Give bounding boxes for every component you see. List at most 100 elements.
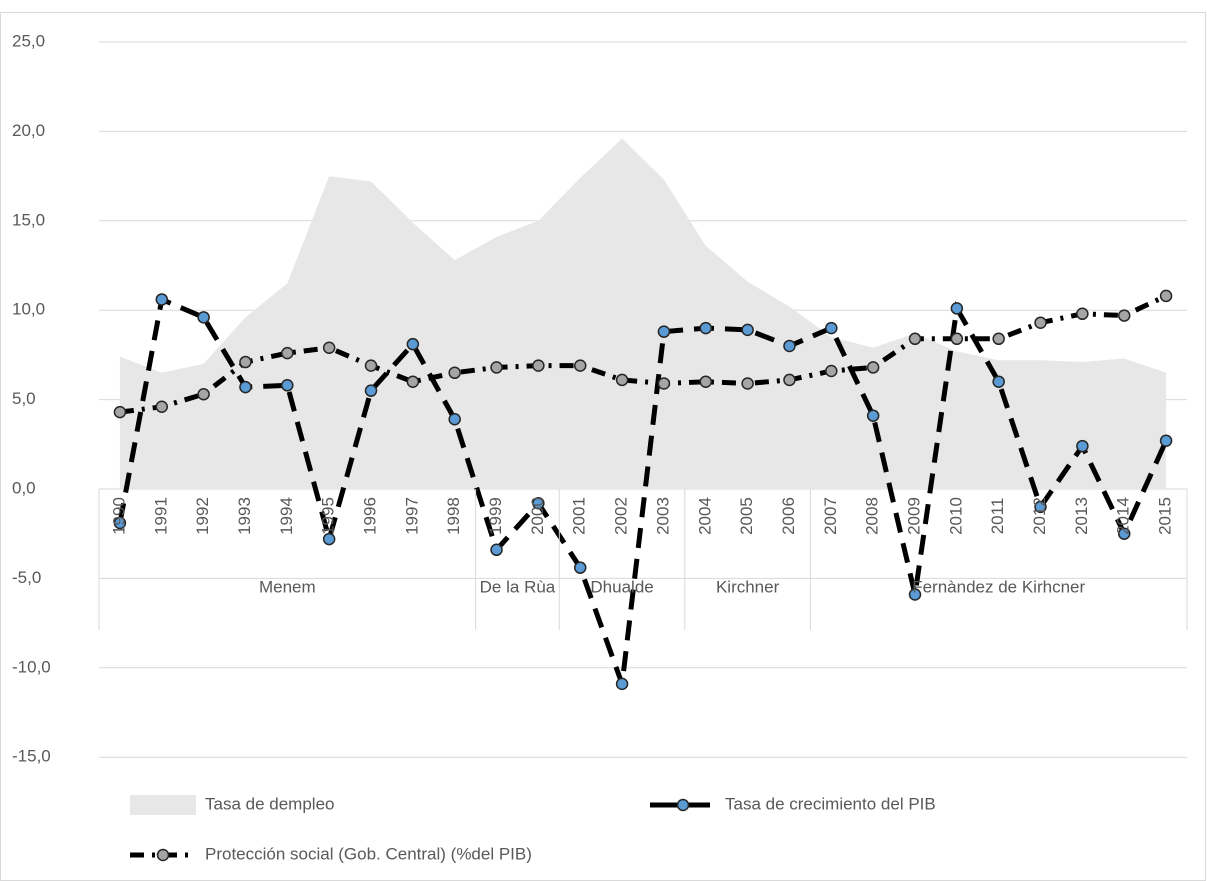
y-tick-label: 10,0: [12, 300, 45, 319]
marker: [992, 332, 1005, 346]
y-tick-label: 5,0: [12, 389, 36, 408]
x-tick-label: 2008: [863, 497, 882, 535]
marker: [657, 325, 671, 338]
marker: [950, 302, 964, 315]
x-tick-label: 2011: [988, 498, 1007, 535]
x-tick-label: 2000: [528, 497, 547, 535]
x-tick-label: 2003: [653, 497, 672, 535]
x-tick-label: 1997: [402, 497, 421, 535]
marker: [532, 359, 545, 372]
legend-label: Tasa de dempleo: [205, 794, 334, 813]
marker: [239, 355, 252, 369]
y-tick-label: -5,0: [12, 568, 41, 587]
marker: [490, 543, 503, 557]
x-tick-label: 2009: [904, 497, 923, 535]
marker: [573, 561, 587, 574]
group-label: Dhualde: [590, 577, 653, 596]
marker: [1034, 500, 1047, 514]
marker: [532, 497, 545, 510]
x-tick-label: 1999: [486, 497, 505, 535]
group-label: De la Rùa: [480, 577, 556, 596]
marker: [825, 364, 838, 378]
marker: [992, 375, 1005, 388]
y-tick-label: 25,0: [12, 31, 45, 50]
marker: [281, 379, 294, 392]
marker: [1117, 527, 1131, 540]
marker: [322, 341, 336, 354]
y-tick-label: 20,0: [12, 121, 45, 140]
marker: [113, 516, 127, 530]
marker: [908, 332, 922, 346]
line: [119, 293, 1168, 415]
legend-label: Protección social (Gob. Central) (%del P…: [205, 844, 532, 863]
marker: [866, 409, 880, 422]
x-tick-label: 2014: [1114, 497, 1133, 535]
y-tick-label: 15,0: [12, 210, 45, 229]
marker: [155, 400, 169, 414]
y-tick-label: -10,0: [12, 657, 51, 676]
marker: [657, 377, 671, 390]
marker: [573, 359, 587, 372]
x-tick-label: 2006: [779, 497, 798, 535]
x-tick-label: 2004: [695, 497, 714, 535]
marker: [699, 321, 713, 335]
marker: [866, 361, 880, 374]
marker: [950, 332, 964, 346]
marker: [448, 413, 461, 426]
marker: [741, 323, 754, 337]
marker: [281, 346, 294, 360]
line: [117, 295, 1169, 685]
marker: [615, 373, 629, 387]
x-tick-label: 1998: [444, 497, 463, 535]
marker: [406, 375, 420, 388]
x-tick-label: 1993: [235, 497, 254, 535]
x-tick-label: 2015: [1156, 497, 1175, 535]
x-tick-label: 2002: [612, 497, 631, 535]
marker: [113, 405, 127, 419]
marker: [1076, 307, 1089, 321]
marker: [406, 337, 420, 351]
y-tick-label: 0,0: [12, 478, 36, 497]
group-label: Menem: [259, 577, 316, 596]
legend-marker: [676, 798, 690, 812]
legend-marker: [156, 848, 170, 862]
marker: [364, 384, 378, 397]
marker: [825, 321, 838, 335]
x-tick-label: 2001: [570, 497, 589, 535]
marker: [1117, 309, 1131, 322]
marker: [783, 339, 796, 353]
marker: [783, 373, 796, 387]
marker: [239, 380, 252, 394]
marker: [490, 361, 503, 374]
x-tick-label: 1990: [109, 497, 128, 535]
marker: [908, 588, 922, 601]
x-tick-label: 1995: [319, 497, 338, 535]
marker: [1076, 439, 1089, 453]
marker: [448, 366, 461, 380]
marker: [1034, 316, 1047, 329]
marker: [155, 293, 169, 306]
marker: [1159, 434, 1173, 447]
x-tick-label: 1994: [277, 497, 296, 535]
group-label: Kirchner: [716, 577, 780, 596]
marker: [197, 387, 210, 401]
x-tick-label: 1996: [360, 497, 379, 535]
marker: [197, 311, 210, 324]
marker: [741, 377, 754, 390]
legend-swatch: [130, 795, 196, 815]
group-label: Fernàndez de Kirhcner: [912, 577, 1085, 596]
x-tick-label: 1992: [193, 497, 212, 535]
marker: [699, 375, 713, 388]
x-tick-label: 2005: [737, 497, 756, 535]
marker: [364, 359, 378, 372]
x-tick-label: 1991: [151, 497, 170, 535]
area: [119, 138, 1167, 489]
legend-label: Tasa de crecimiento del PIB: [725, 794, 936, 813]
x-tick-label: 2007: [821, 497, 840, 535]
marker: [615, 677, 629, 691]
marker: [322, 532, 336, 546]
x-tick-label: 2013: [1072, 497, 1091, 535]
x-tick-label: 2010: [946, 497, 965, 535]
marker: [1159, 289, 1173, 303]
